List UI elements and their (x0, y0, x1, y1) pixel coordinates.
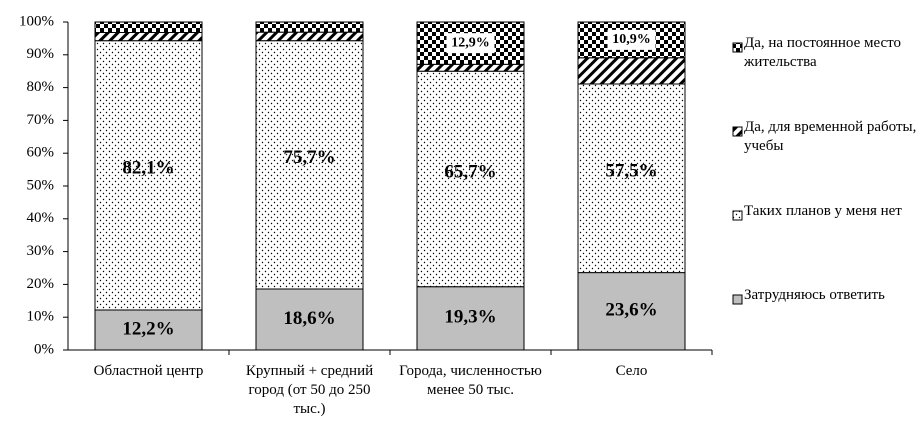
y-tick-label: 70% (27, 112, 55, 128)
legend-label-box: Затрудняюсь ответить (744, 287, 885, 303)
bar-segment (577, 83, 686, 274)
y-tick-label: 20% (27, 276, 55, 292)
y-tick-label: 90% (27, 46, 55, 62)
y-tick-label: 30% (27, 243, 55, 259)
label-background (607, 29, 656, 50)
legend-label: Да, для временной работы, учебы (744, 119, 917, 154)
bar-segment (577, 57, 686, 85)
bar-segment (416, 63, 525, 72)
y-tick-label: 0% (34, 341, 54, 357)
data-label: 23,6% (605, 300, 657, 321)
bar-segment (416, 286, 525, 351)
legend-swatch (732, 210, 743, 221)
data-label: 12,9% (451, 35, 490, 50)
legend-label-box: Да, для временной работы, учебы (744, 119, 917, 154)
legend-label-box: Таких планов у меня нет (744, 203, 902, 219)
data-label: 12,2% (122, 318, 174, 339)
data-label: 65,7% (444, 161, 496, 182)
y-tick-label: 50% (27, 177, 55, 193)
y-tick-label: 80% (27, 79, 55, 95)
data-label: 19,3% (444, 307, 496, 328)
data-label: 10,9% (612, 32, 651, 47)
legend-label: Таких планов у меня нет (744, 203, 902, 219)
bar-segment (94, 31, 203, 42)
legend-swatch (732, 294, 743, 305)
legend-label: Да, на постоянное место жительства (744, 35, 902, 70)
bar-segment (94, 21, 203, 33)
data-label: 75,7% (283, 147, 335, 168)
x-tick-label-box: Областной центр (93, 363, 204, 379)
y-tick-label: 40% (27, 210, 55, 226)
x-tick-label-box: Города, численностью менее 50 тыс. (399, 363, 542, 398)
legend-label-box: Да, на постоянное место жительства (744, 35, 902, 70)
bar-segment (577, 272, 686, 351)
bar-segment (94, 309, 203, 351)
data-label: 57,5% (605, 161, 657, 182)
label-background (446, 33, 495, 54)
x-tick-label-box: Крупный + средний город (от 50 до 250 ты… (245, 363, 374, 417)
x-tick-label: Областной центр (93, 363, 204, 379)
data-label: 18,6% (283, 308, 335, 329)
x-tick-label: Крупный + средний город (от 50 до 250 ты… (245, 363, 374, 417)
data-label: 82,1% (122, 158, 174, 179)
x-tick-label-box: Село (615, 363, 648, 379)
x-tick-label: Города, численностью менее 50 тыс. (399, 363, 542, 398)
legend-swatch (732, 42, 743, 53)
bar-segment (255, 21, 364, 33)
y-tick-label: 10% (27, 309, 55, 325)
y-tick-label: 100% (19, 13, 54, 29)
x-tick-label: Село (615, 363, 648, 379)
bar-segment (94, 40, 203, 311)
y-tick-label: 60% (27, 145, 55, 161)
bar-segment (416, 70, 525, 288)
legend-label: Затрудняюсь ответить (744, 287, 885, 303)
bar-segment (255, 31, 364, 42)
legend-swatch (732, 126, 743, 137)
